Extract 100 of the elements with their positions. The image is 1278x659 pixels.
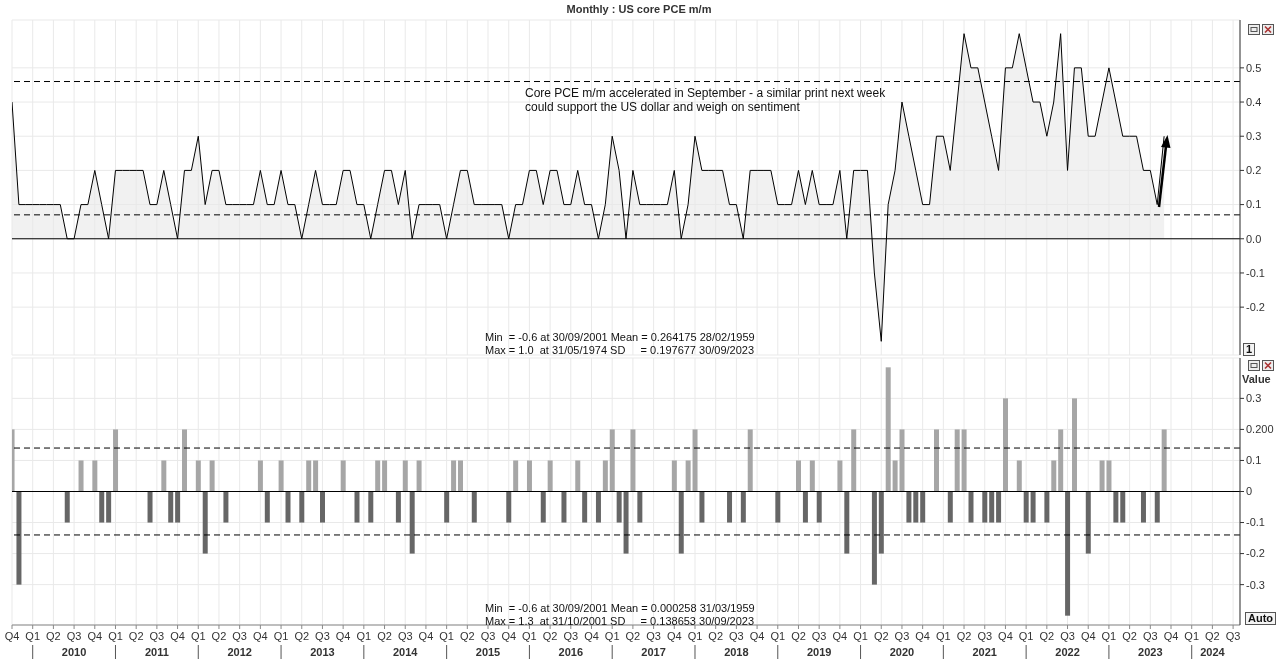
bar bbox=[16, 491, 22, 585]
bar bbox=[934, 429, 939, 492]
annotation: Max = 1.3 at 31/10/2001 SD = 0.138653 30/09/2023 bbox=[485, 614, 755, 628]
bar bbox=[182, 429, 188, 492]
bar bbox=[340, 460, 346, 492]
bar bbox=[306, 460, 312, 492]
x-tick-label: Q1 bbox=[1101, 630, 1117, 642]
bar bbox=[775, 491, 781, 523]
bar bbox=[99, 491, 105, 523]
bar bbox=[92, 460, 98, 492]
y-tick-label: -0.2 bbox=[1246, 301, 1265, 314]
bar bbox=[844, 491, 850, 554]
bar bbox=[796, 460, 802, 492]
x-tick-label: Q4 bbox=[1163, 630, 1179, 642]
chart-title: Monthly : US core PCE m/m bbox=[565, 3, 713, 15]
bar bbox=[168, 491, 174, 523]
bar bbox=[113, 429, 119, 492]
bar bbox=[727, 491, 733, 523]
y-tick-label: 0.200 bbox=[1246, 423, 1274, 436]
bar bbox=[575, 460, 581, 492]
bar bbox=[513, 460, 519, 492]
x-tick-label: Q2 bbox=[873, 630, 889, 642]
x-tick-label: Q2 bbox=[625, 630, 641, 642]
bar bbox=[368, 491, 374, 523]
x-tick-label: Q1 bbox=[356, 630, 372, 642]
bar bbox=[395, 491, 401, 523]
x-tick-label: Q3 2023 bbox=[1138, 630, 1163, 658]
bar bbox=[968, 491, 974, 523]
bar bbox=[671, 460, 677, 492]
bar bbox=[678, 491, 684, 554]
bar bbox=[1065, 491, 1071, 616]
bar bbox=[354, 491, 360, 523]
x-tick-label: Q2 bbox=[294, 630, 310, 642]
bar bbox=[264, 491, 270, 523]
bar bbox=[223, 491, 229, 523]
bar bbox=[996, 491, 1002, 523]
bar bbox=[947, 491, 953, 523]
x-tick-label: Q4 bbox=[915, 630, 930, 642]
x-tick-label: Q2 bbox=[791, 630, 806, 642]
x-tick-label: Q3 2010 bbox=[61, 630, 87, 658]
bar bbox=[609, 429, 615, 492]
x-tick-label: Q3 2018 bbox=[724, 630, 749, 658]
bar bbox=[1030, 491, 1036, 523]
x-tick-label: Q4 bbox=[170, 630, 185, 642]
annotation: Core PCE m/m accelerated in September - a similar print next week could support the US dollar and weigh on sentiment bbox=[525, 86, 887, 114]
x-tick-label: Q4 bbox=[335, 630, 351, 642]
y-tick-label: 0.1 bbox=[1246, 454, 1262, 467]
x-tick-label: Q1 bbox=[522, 630, 537, 642]
bar bbox=[809, 460, 815, 492]
bar bbox=[375, 460, 381, 492]
bar bbox=[906, 491, 912, 523]
y-tick-label: 0.0 bbox=[1246, 232, 1262, 245]
bar bbox=[851, 429, 857, 492]
bar bbox=[989, 491, 995, 523]
annotation: Min = -0.6 at 30/09/2001 Mean = 0.264175 28/02/1959 bbox=[485, 330, 755, 344]
x-tick-label: Q4 bbox=[666, 630, 682, 642]
x-tick-label: Q4 bbox=[998, 630, 1013, 642]
bar bbox=[299, 491, 305, 523]
bar bbox=[595, 491, 601, 523]
y-tick-label: 0.3 bbox=[1246, 130, 1262, 143]
bar bbox=[1016, 460, 1022, 492]
bar bbox=[195, 460, 201, 492]
x-tick-label: Q3 2012 bbox=[227, 630, 252, 658]
y-tick-label: -0.1 bbox=[1246, 266, 1265, 279]
y-tick-label: 0.5 bbox=[1246, 61, 1262, 74]
bar bbox=[209, 460, 215, 492]
x-tick-label: Q1 bbox=[25, 630, 41, 642]
bar bbox=[1023, 491, 1029, 523]
bar bbox=[1058, 429, 1064, 492]
x-tick-label: Q2 bbox=[542, 630, 558, 642]
bar bbox=[320, 491, 325, 523]
bar bbox=[147, 491, 153, 523]
x-tick-label: Q3 2015 bbox=[475, 630, 501, 658]
y-axis-title: Value bbox=[1242, 373, 1271, 385]
bar bbox=[526, 460, 532, 492]
y-tick-label: -0.2 bbox=[1246, 547, 1265, 560]
bar bbox=[1044, 491, 1050, 523]
bar bbox=[616, 491, 622, 523]
x-tick-label: Q3 2016 bbox=[558, 630, 584, 658]
x-tick-label: Q3 2022 bbox=[1055, 630, 1080, 658]
y-tick-label: 0.3 bbox=[1246, 392, 1262, 405]
bar bbox=[1002, 398, 1008, 492]
x-tick-label: Q1 bbox=[273, 630, 289, 642]
bar bbox=[885, 367, 891, 492]
bar bbox=[1113, 491, 1119, 523]
x-tick-label: Q1 bbox=[936, 630, 951, 642]
x-tick-label: Q1 bbox=[604, 630, 620, 642]
bar bbox=[1140, 491, 1146, 523]
bar bbox=[582, 491, 588, 523]
x-tick-label: Q2 bbox=[1122, 630, 1137, 642]
bar bbox=[899, 429, 905, 492]
bar bbox=[692, 429, 698, 492]
bar bbox=[637, 491, 643, 523]
bar bbox=[623, 491, 629, 554]
x-tick-label: Q1 bbox=[770, 630, 786, 642]
bar bbox=[402, 460, 408, 492]
text: Auto bbox=[1245, 612, 1277, 625]
x-tick-label: Q1 bbox=[439, 630, 454, 642]
y-tick-label: 0 bbox=[1246, 485, 1253, 498]
x-tick-label: Q3 2021 bbox=[972, 630, 997, 658]
